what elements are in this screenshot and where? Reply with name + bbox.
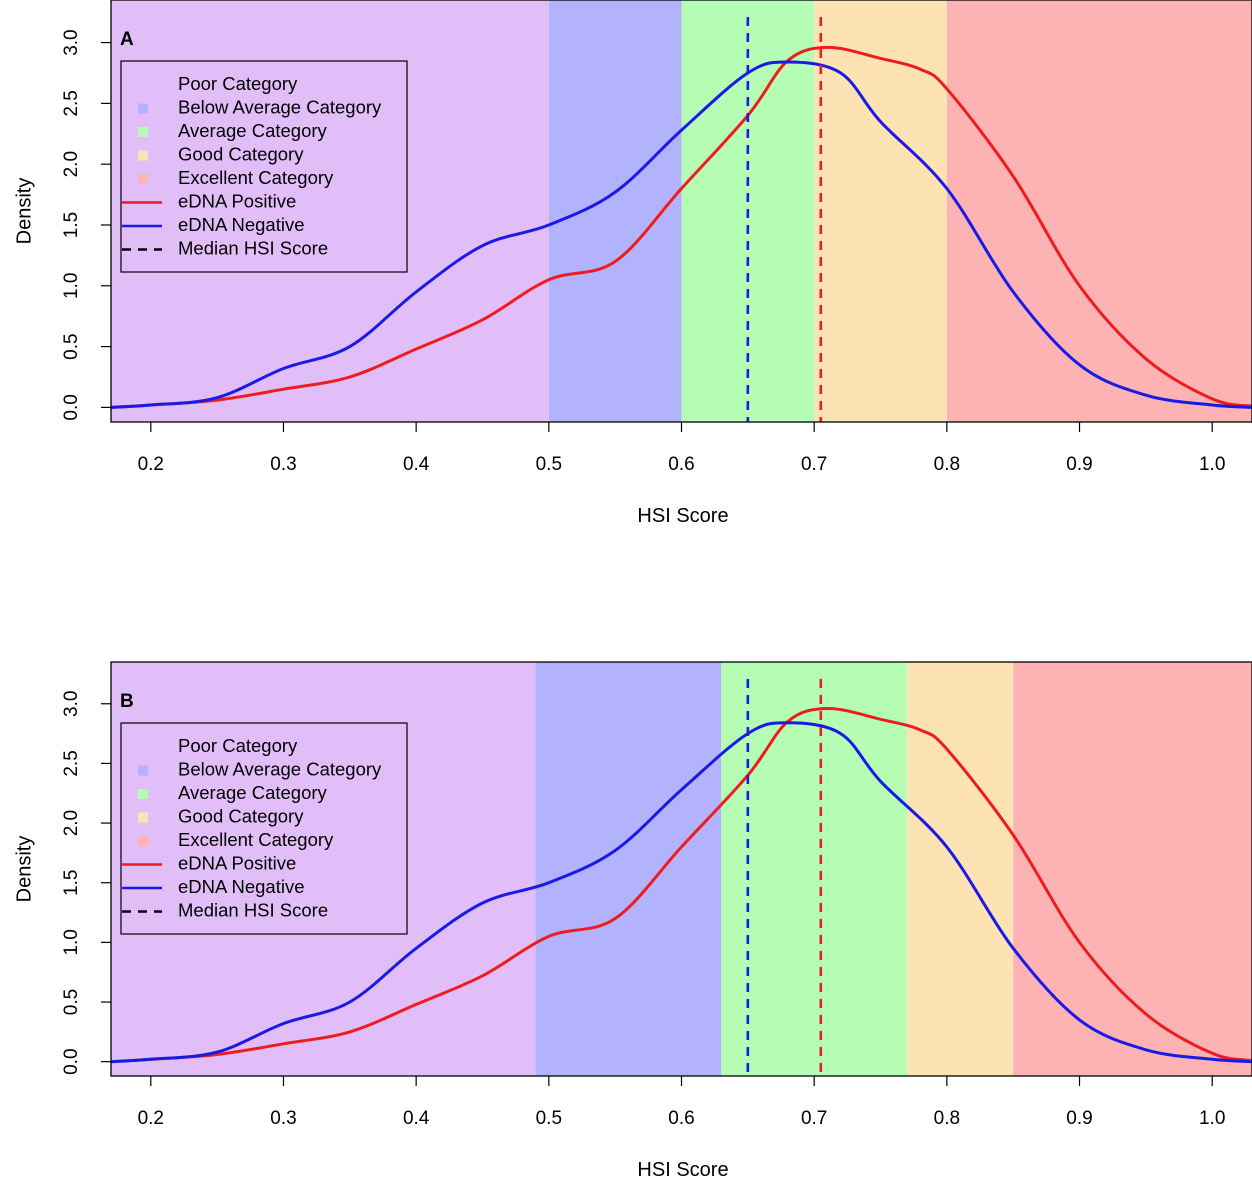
x-tick-label: 0.3: [270, 1108, 296, 1129]
x-tick-label: 0.7: [801, 1108, 827, 1129]
y-tick-label: 2.0: [61, 810, 82, 836]
y-tick-label: 2.5: [61, 90, 82, 116]
legend-label: Excellent Category: [178, 829, 334, 850]
y-tick-label: 3.0: [61, 691, 82, 717]
legend-swatch: [138, 742, 148, 752]
legend-label: Good Category: [178, 805, 304, 826]
legend-label: Below Average Category: [178, 758, 382, 779]
category-band-excellent-category: [1013, 662, 1252, 1076]
category-band-good-category: [907, 662, 1014, 1076]
x-axis-title: HSI Score: [637, 1159, 728, 1178]
legend-label: eDNA Positive: [178, 190, 296, 211]
x-tick-label: 0.4: [403, 454, 430, 475]
legend-label: eDNA Positive: [178, 852, 296, 873]
legend-box: [120, 60, 408, 273]
y-tick-label: 0.0: [61, 1048, 82, 1074]
panel-label: A: [120, 29, 134, 50]
y-tick-label: 2.0: [61, 151, 82, 177]
x-tick-label: 0.8: [934, 1108, 960, 1129]
panel-label: B: [120, 691, 134, 712]
x-tick-label: 0.9: [1066, 1108, 1092, 1129]
legend-swatch: [138, 789, 148, 799]
legend-label: Below Average Category: [178, 96, 382, 117]
series-line-edna-negative: [111, 60, 1252, 409]
x-tick-label: 0.3: [270, 454, 296, 475]
legend-label: Poor Category: [178, 73, 298, 94]
legend-label: Poor Category: [178, 735, 298, 756]
legend-label: Average Category: [178, 120, 328, 141]
legend-box: [120, 722, 408, 935]
legend-swatch: [138, 765, 148, 776]
y-tick-label: 0.5: [61, 989, 82, 1015]
x-tick-label: 1.0: [1199, 1108, 1225, 1129]
legend-swatch: [138, 836, 148, 846]
legend-label: Good Category: [178, 143, 304, 164]
chart-panel-b: 0.2 0.3 0.4 0.5 0.6 0.7 0.8 0.9 1.0 0.0 0.5 1.0 1.5 2…: [13, 661, 1252, 1178]
y-tick-label: 2.5: [61, 750, 82, 776]
legend-label: Excellent Category: [178, 167, 334, 188]
legend-label: eDNA Negative: [178, 876, 304, 897]
series-line-edna-negative: [111, 721, 1252, 1064]
legend-swatch: [138, 127, 148, 137]
y-tick-label: 0.0: [61, 394, 82, 420]
x-tick-label: 0.5: [536, 454, 562, 475]
legend-label: Average Category: [178, 782, 328, 803]
y-tick-label: 0.5: [61, 333, 82, 359]
plot-area: [111, 662, 1252, 1076]
x-tick-label: 1.0: [1199, 454, 1225, 475]
category-band-poor-category: [111, 0, 549, 422]
plot-area: [111, 0, 1252, 422]
x-tick-label: 0.5: [536, 1108, 562, 1129]
category-band-excellent-category: [946, 0, 1252, 422]
y-tick-label: 1.0: [61, 273, 82, 299]
x-tick-label: 0.9: [1066, 454, 1092, 475]
category-band-below-average-category: [548, 0, 682, 422]
x-tick-label: 0.6: [668, 454, 694, 475]
x-tick-label: 0.2: [138, 1108, 164, 1129]
y-tick-label: 3.0: [61, 29, 82, 55]
legend-label: eDNA Negative: [178, 214, 304, 235]
y-tick-label: 1.5: [61, 212, 82, 238]
legend-label: Median HSI Score: [178, 237, 328, 258]
category-band-poor-category: [111, 662, 536, 1076]
legend-swatch: [138, 150, 148, 161]
x-tick-label: 0.7: [801, 454, 827, 475]
y-axis-title: Density: [13, 836, 35, 903]
chart-panel-a: 0.2 0.3 0.4 0.5 0.6 0.7 0.8 0.9 1.0 0.0 0.5 1.0 1.5 2…: [13, 0, 1252, 527]
x-tick-label: 0.2: [138, 454, 164, 475]
legend-swatch: [138, 174, 148, 184]
category-band-good-category: [814, 0, 947, 422]
legend-swatch: [138, 812, 148, 823]
legend-swatch: [138, 80, 148, 90]
x-tick-label: 0.4: [403, 1108, 430, 1129]
y-tick-label: 1.0: [61, 929, 82, 955]
category-band-below-average-category: [535, 662, 722, 1076]
legend-label: Median HSI Score: [178, 899, 328, 920]
y-axis-title: Density: [13, 178, 35, 245]
x-tick-label: 0.8: [934, 454, 960, 475]
y-tick-label: 1.5: [61, 870, 82, 896]
legend-swatch: [138, 103, 148, 114]
x-axis-title: HSI Score: [637, 505, 728, 527]
x-tick-label: 0.6: [668, 1108, 694, 1129]
